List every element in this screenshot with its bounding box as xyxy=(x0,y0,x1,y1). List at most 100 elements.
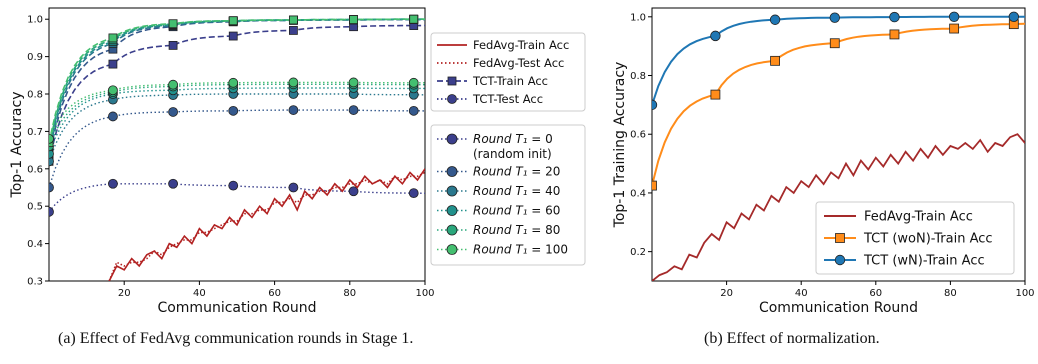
chartB-xlabel: Communication Round xyxy=(759,300,918,316)
chartB-ytick-label: 0.2 xyxy=(630,247,646,258)
chartB-ytick-label: 0.4 xyxy=(630,188,646,199)
chartB-point xyxy=(710,89,721,100)
chartA-legend-marker xyxy=(447,94,457,104)
chartA-train-point xyxy=(228,16,238,26)
caption-a: (a) Effect of FedAvg communication round… xyxy=(58,330,414,347)
chartA-train-point xyxy=(288,15,298,25)
chartB-point xyxy=(829,12,840,23)
chartB-point xyxy=(889,29,900,40)
chartA-test-line-3 xyxy=(49,87,425,155)
chartA-legend-label: FedAvg-Test Acc xyxy=(473,56,564,70)
chartA-test-point xyxy=(288,77,299,88)
chartB-ytick-label: 0.6 xyxy=(630,130,646,141)
chartA-test-point xyxy=(288,182,299,193)
chartA-test-point xyxy=(49,206,54,217)
chartA-test-point xyxy=(49,156,54,167)
chartB-fedavg-line xyxy=(652,133,1025,281)
chartA-test-point xyxy=(49,182,54,193)
chartA-legend-label: FedAvg-Train Acc xyxy=(473,38,569,52)
chartA-test-point xyxy=(108,178,118,189)
chartA-legend-label: Round T₁ = 100 xyxy=(473,243,568,257)
chartB-xtick-label: 60 xyxy=(869,288,882,299)
chartB-ylabel: Top-1 Training Accuracy xyxy=(612,62,628,229)
chartB-point xyxy=(949,23,960,34)
chartA-ytick-label: 0.5 xyxy=(27,202,43,213)
chartB-plot-frame xyxy=(651,7,1026,282)
chartA-legend-marker xyxy=(446,185,458,197)
chartB-legend-label: TCT (wN)-Train Acc xyxy=(863,254,985,269)
chartA-train-point xyxy=(288,26,298,35)
chartB-legend-label: FedAvg-Train Acc xyxy=(864,210,973,225)
chartA-xtick-label: 80 xyxy=(343,288,356,299)
chartA-legend-label: Round T₁ = 0 xyxy=(473,132,553,146)
chartA-legend-label: Round T₁ = 60 xyxy=(473,204,560,218)
chartA-plot-frame xyxy=(48,7,426,282)
chartA-test-point xyxy=(348,77,359,88)
chartA-test-point xyxy=(168,107,178,117)
chartB-legend-label: TCT (woN)-Train Acc xyxy=(863,232,993,247)
chartA-legend-2 xyxy=(430,124,586,266)
chartA-test-line-1 xyxy=(49,109,425,188)
chartA-legend-marker xyxy=(447,76,457,86)
chartA-test-point xyxy=(108,85,118,96)
chartA-legend-marker xyxy=(446,133,458,145)
chartA-legend-1 xyxy=(430,32,586,112)
chartA-ytick-label: 1.0 xyxy=(27,15,43,26)
chartB-point xyxy=(770,55,780,66)
caption-b: (b) Effect of normalization. xyxy=(704,330,880,347)
chartA-legend-label: Round T₁ = 20 xyxy=(473,165,560,179)
chartA-test-point xyxy=(168,79,178,90)
chartB-line-2 xyxy=(652,15,1025,106)
chartA-test-line-2 xyxy=(49,93,425,162)
chartA-legend-marker xyxy=(446,244,458,255)
chartA-xlabel: Communication Round xyxy=(157,300,316,316)
chartA-ytick-label: 0.3 xyxy=(27,277,43,288)
chartB-point xyxy=(652,180,657,191)
chartA-ytick-label: 0.9 xyxy=(27,52,43,63)
chartB-xtick-label: 80 xyxy=(944,288,957,299)
chartA-test-point xyxy=(408,188,419,199)
chartB-point xyxy=(769,14,781,25)
chartA-xtick-label: 40 xyxy=(193,288,206,299)
chartA-test-point xyxy=(228,105,239,116)
chartA-legend-label: TCT-Train Acc xyxy=(472,74,548,88)
chartA-legend-label: Round T₁ = 40 xyxy=(473,184,560,198)
chartA-test-point xyxy=(288,105,299,115)
chartB-legend xyxy=(815,201,1015,275)
chartA-legend-marker xyxy=(446,205,458,216)
chartB-legend-marker xyxy=(835,233,845,243)
chartA-ylabel: Top-1 Accuracy xyxy=(9,92,25,199)
chartB-ytick-label: 1.0 xyxy=(630,12,646,23)
chartB-point xyxy=(1008,11,1020,23)
chartB-point xyxy=(829,38,840,49)
chartA-train-point xyxy=(228,31,238,41)
chartA-legend-marker xyxy=(446,224,458,236)
chartA-xtick-label: 20 xyxy=(118,288,131,299)
chartA-train-point xyxy=(409,14,419,24)
chartB-xtick-label: 20 xyxy=(720,288,733,299)
chartA-test-point xyxy=(168,178,178,189)
chartA-train-point xyxy=(108,59,118,69)
chartB-xtick-label: 40 xyxy=(795,288,808,299)
chartA-train-point xyxy=(168,40,178,50)
chartA-test-point xyxy=(348,105,359,115)
chartB-legend-marker xyxy=(834,254,846,266)
chartA-test-point xyxy=(228,77,239,88)
chartA-legend-sublabel: (random init) xyxy=(473,147,552,161)
chartA-legend-label: TCT-Test Acc xyxy=(472,92,543,106)
chartA-ytick-label: 0.4 xyxy=(27,239,43,250)
chartA-test-point xyxy=(49,133,54,144)
chartA-fedavg-train-line xyxy=(108,168,425,281)
chartA-test-point xyxy=(49,148,54,159)
chartA-xtick-label: 100 xyxy=(415,288,434,299)
chartB-point xyxy=(889,11,900,23)
chartA-ytick-label: 0.6 xyxy=(27,164,43,175)
chartA-test-point xyxy=(408,105,419,116)
chartB-point xyxy=(948,11,960,23)
chartB-point xyxy=(652,99,658,111)
chartA-legend-label: Round T₁ = 80 xyxy=(473,223,560,237)
chartA-test-point xyxy=(348,186,359,197)
chartA-train-point xyxy=(108,33,118,43)
chartA-test-point xyxy=(408,77,419,88)
